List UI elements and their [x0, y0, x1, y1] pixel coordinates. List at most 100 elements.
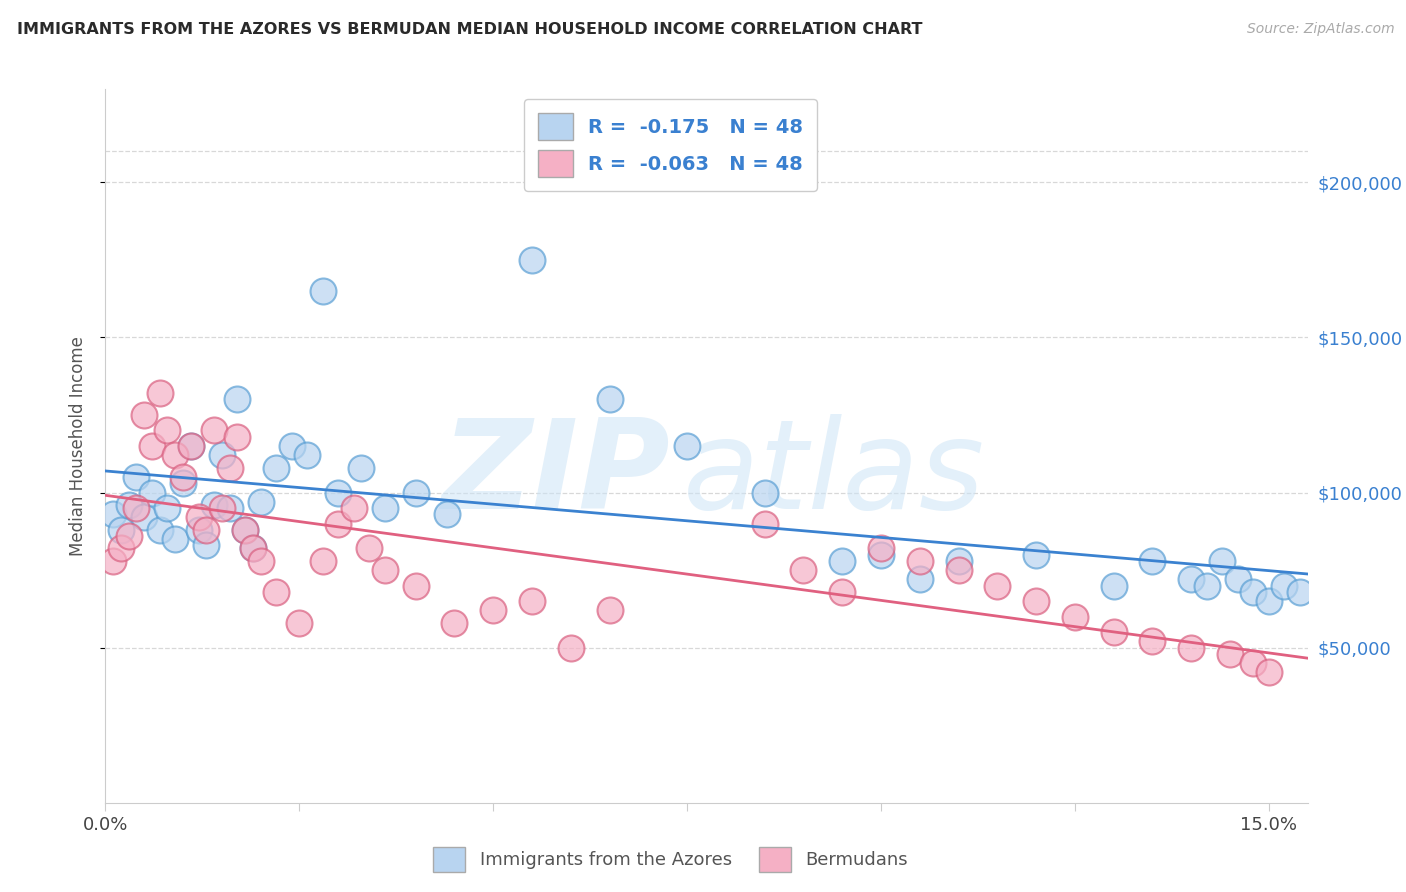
Immigrants from the Azores: [754, 485, 776, 500]
Bermudans: [264, 584, 287, 599]
Immigrants from the Azores: [374, 501, 396, 516]
Bermudans: [249, 554, 271, 568]
Bermudans: [103, 554, 125, 568]
Text: ZIP: ZIP: [441, 414, 671, 535]
Immigrants from the Azores: [195, 538, 218, 552]
Bermudans: [156, 424, 179, 438]
Immigrants from the Azores: [908, 573, 931, 587]
Bermudans: [443, 615, 465, 630]
Immigrants from the Azores: [948, 554, 970, 568]
Legend: Immigrants from the Azores, Bermudans: Immigrants from the Azores, Bermudans: [426, 839, 915, 880]
Bermudans: [1257, 665, 1279, 680]
Immigrants from the Azores: [1288, 584, 1310, 599]
Bermudans: [560, 640, 582, 655]
Bermudans: [187, 510, 209, 524]
Bermudans: [311, 554, 333, 568]
Text: IMMIGRANTS FROM THE AZORES VS BERMUDAN MEDIAN HOUSEHOLD INCOME CORRELATION CHART: IMMIGRANTS FROM THE AZORES VS BERMUDAN M…: [17, 22, 922, 37]
Y-axis label: Median Household Income: Median Household Income: [69, 336, 87, 556]
Immigrants from the Azores: [599, 392, 621, 407]
Immigrants from the Azores: [242, 541, 264, 556]
Immigrants from the Azores: [1241, 584, 1264, 599]
Bermudans: [870, 541, 893, 556]
Bermudans: [1025, 594, 1047, 608]
Text: atlas: atlas: [682, 414, 984, 535]
Immigrants from the Azores: [326, 485, 349, 500]
Immigrants from the Azores: [831, 554, 853, 568]
Bermudans: [134, 408, 156, 422]
Immigrants from the Azores: [187, 523, 209, 537]
Bermudans: [110, 541, 132, 556]
Bermudans: [831, 584, 853, 599]
Bermudans: [242, 541, 264, 556]
Immigrants from the Azores: [1226, 573, 1249, 587]
Bermudans: [520, 594, 543, 608]
Bermudans: [1064, 609, 1087, 624]
Immigrants from the Azores: [1102, 579, 1125, 593]
Bermudans: [374, 563, 396, 577]
Bermudans: [908, 554, 931, 568]
Bermudans: [359, 541, 381, 556]
Immigrants from the Azores: [125, 470, 148, 484]
Immigrants from the Azores: [264, 460, 287, 475]
Immigrants from the Azores: [870, 548, 893, 562]
Bermudans: [1219, 647, 1241, 661]
Immigrants from the Azores: [202, 498, 225, 512]
Immigrants from the Azores: [405, 485, 427, 500]
Immigrants from the Azores: [211, 448, 233, 462]
Immigrants from the Azores: [134, 510, 156, 524]
Immigrants from the Azores: [1025, 548, 1047, 562]
Bermudans: [986, 579, 1008, 593]
Immigrants from the Azores: [520, 252, 543, 267]
Bermudans: [141, 439, 163, 453]
Bermudans: [948, 563, 970, 577]
Bermudans: [211, 501, 233, 516]
Bermudans: [165, 448, 187, 462]
Immigrants from the Azores: [249, 495, 271, 509]
Immigrants from the Azores: [156, 501, 179, 516]
Bermudans: [754, 516, 776, 531]
Immigrants from the Azores: [1211, 554, 1233, 568]
Bermudans: [233, 523, 256, 537]
Bermudans: [599, 603, 621, 617]
Bermudans: [149, 386, 172, 401]
Bermudans: [326, 516, 349, 531]
Bermudans: [125, 501, 148, 516]
Immigrants from the Azores: [141, 485, 163, 500]
Bermudans: [405, 579, 427, 593]
Immigrants from the Azores: [103, 508, 125, 522]
Immigrants from the Azores: [226, 392, 249, 407]
Bermudans: [288, 615, 311, 630]
Immigrants from the Azores: [180, 439, 202, 453]
Immigrants from the Azores: [350, 460, 373, 475]
Bermudans: [226, 430, 249, 444]
Bermudans: [202, 424, 225, 438]
Bermudans: [1102, 625, 1125, 640]
Bermudans: [195, 523, 218, 537]
Immigrants from the Azores: [165, 532, 187, 546]
Immigrants from the Azores: [1257, 594, 1279, 608]
Bermudans: [118, 529, 141, 543]
Bermudans: [1241, 656, 1264, 670]
Immigrants from the Azores: [218, 501, 240, 516]
Immigrants from the Azores: [233, 523, 256, 537]
Immigrants from the Azores: [118, 498, 141, 512]
Bermudans: [792, 563, 814, 577]
Bermudans: [1142, 634, 1164, 648]
Immigrants from the Azores: [1142, 554, 1164, 568]
Bermudans: [218, 460, 240, 475]
Bermudans: [343, 501, 366, 516]
Immigrants from the Azores: [436, 508, 458, 522]
Immigrants from the Azores: [1195, 579, 1218, 593]
Immigrants from the Azores: [149, 523, 172, 537]
Bermudans: [1180, 640, 1202, 655]
Immigrants from the Azores: [1272, 579, 1295, 593]
Bermudans: [180, 439, 202, 453]
Immigrants from the Azores: [280, 439, 302, 453]
Bermudans: [482, 603, 505, 617]
Immigrants from the Azores: [110, 523, 132, 537]
Immigrants from the Azores: [676, 439, 699, 453]
Immigrants from the Azores: [295, 448, 318, 462]
Immigrants from the Azores: [311, 284, 333, 298]
Text: Source: ZipAtlas.com: Source: ZipAtlas.com: [1247, 22, 1395, 37]
Immigrants from the Azores: [1180, 573, 1202, 587]
